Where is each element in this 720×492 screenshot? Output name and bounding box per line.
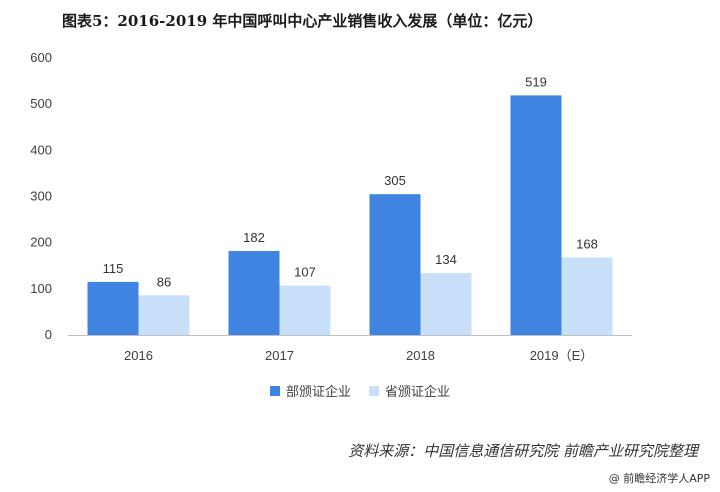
y-axis-ticks: 0 100 200 300 400 500 600 xyxy=(30,50,52,342)
x-tick-label: 2019（E） xyxy=(530,348,594,363)
legend-item-series-2: 省颁证企业 xyxy=(369,381,450,400)
source-note: 资料来源：中国信息通信研究院 前瞻产业研究院整理 xyxy=(348,442,698,460)
legend-item-series-1: 部颁证企业 xyxy=(269,381,351,400)
data-label-series-1-4: 519 xyxy=(525,74,547,89)
x-tick-label: 2017 xyxy=(265,348,294,363)
y-tick-label: 500 xyxy=(30,96,52,111)
bar-series-1-3 xyxy=(369,194,421,335)
y-tick-label: 300 xyxy=(30,189,52,204)
legend-label-series-2: 省颁证企业 xyxy=(385,385,451,400)
bars xyxy=(87,95,613,336)
legend-swatch-series-1 xyxy=(269,385,280,396)
data-label-series-2-1: 86 xyxy=(157,274,171,289)
y-tick-label: 400 xyxy=(30,142,52,157)
bar-series-2-3 xyxy=(420,273,472,335)
bar-chart: 0 100 200 300 400 500 600 115 86 182 107 305 134 519… xyxy=(30,50,632,363)
y-tick-label: 0 xyxy=(45,327,52,342)
data-label-series-1-3: 305 xyxy=(384,173,406,188)
bar-series-1-1 xyxy=(87,281,139,335)
bar-series-2-1 xyxy=(138,295,190,335)
footer-credit: @ 前瞻经济学人APP xyxy=(608,472,710,485)
bar-series-1-2 xyxy=(228,250,280,335)
data-label-series-2-3: 134 xyxy=(435,252,457,267)
data-labels: 115 86 182 107 305 134 519 168 xyxy=(103,74,598,289)
x-tick-label: 2018 xyxy=(406,348,435,363)
legend: 部颁证企业 省颁证企业 xyxy=(0,381,720,400)
legend-label-series-1: 部颁证企业 xyxy=(285,385,351,400)
data-label-series-1-1: 115 xyxy=(103,261,124,276)
y-tick-label: 200 xyxy=(30,235,52,250)
data-label-series-2-4: 168 xyxy=(576,236,598,251)
data-label-series-1-2: 182 xyxy=(243,230,265,245)
y-tick-label: 100 xyxy=(30,281,52,296)
x-axis-ticks: 2016 2017 2018 2019（E） xyxy=(124,348,593,363)
legend-swatch-series-2 xyxy=(369,385,379,396)
bar-series-1-4 xyxy=(510,95,562,336)
bar-series-2-2 xyxy=(279,285,331,335)
bar-series-2-4 xyxy=(561,257,613,335)
y-tick-label: 600 xyxy=(30,50,52,65)
x-tick-label: 2016 xyxy=(124,348,153,363)
chart-title: 图表5：2016-2019 年中国呼叫中心产业销售收入发展（单位：亿元） xyxy=(62,12,543,30)
data-label-series-2-2: 107 xyxy=(294,265,316,280)
